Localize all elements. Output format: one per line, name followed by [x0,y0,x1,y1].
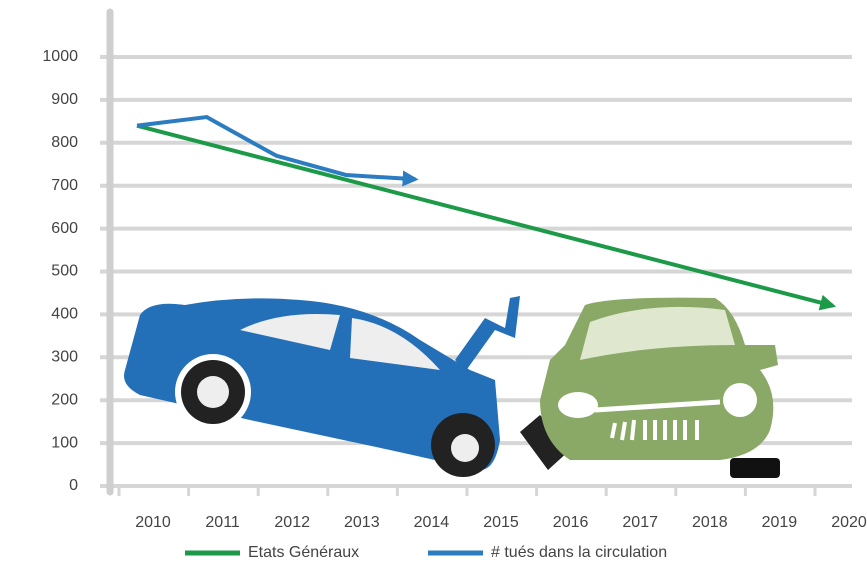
x-tick-label: 2016 [553,514,589,531]
x-tick-label: 2017 [622,514,658,531]
y-tick-label: 300 [51,349,78,366]
data-line [137,126,833,306]
x-tick-label: 2012 [274,514,310,531]
x-tick-label: 2013 [344,514,380,531]
x-tick-label: 2019 [762,514,798,531]
y-tick-label: 0 [69,477,78,494]
y-tick-label: 900 [51,91,78,108]
y-tick-label: 500 [51,263,78,280]
x-tick-label: 2010 [135,514,171,531]
y-tick-label: 1000 [42,48,78,65]
y-tick-label: 200 [51,391,78,408]
data-line [137,117,415,179]
x-tick-label: 2015 [483,514,519,531]
y-tick-label: 100 [51,434,78,451]
x-tick-label: 2014 [414,514,450,531]
legend-label: Etats Généraux [248,544,359,561]
chart: 0 100 200 300 400 500 600 700 800 900 1000 2010 2011… [0,0,867,571]
y-tick-label: 600 [51,220,78,237]
x-tick-label: 2018 [692,514,728,531]
y-tick-label: 400 [51,306,78,323]
y-tick-label: 800 [51,134,78,151]
x-tick-label: 2020 [831,514,867,531]
crash-illustration [124,296,780,478]
y-tick-label: 700 [51,177,78,194]
x-tick-label: 2011 [205,514,240,531]
legend-label: # tués dans la circulation [491,544,667,561]
